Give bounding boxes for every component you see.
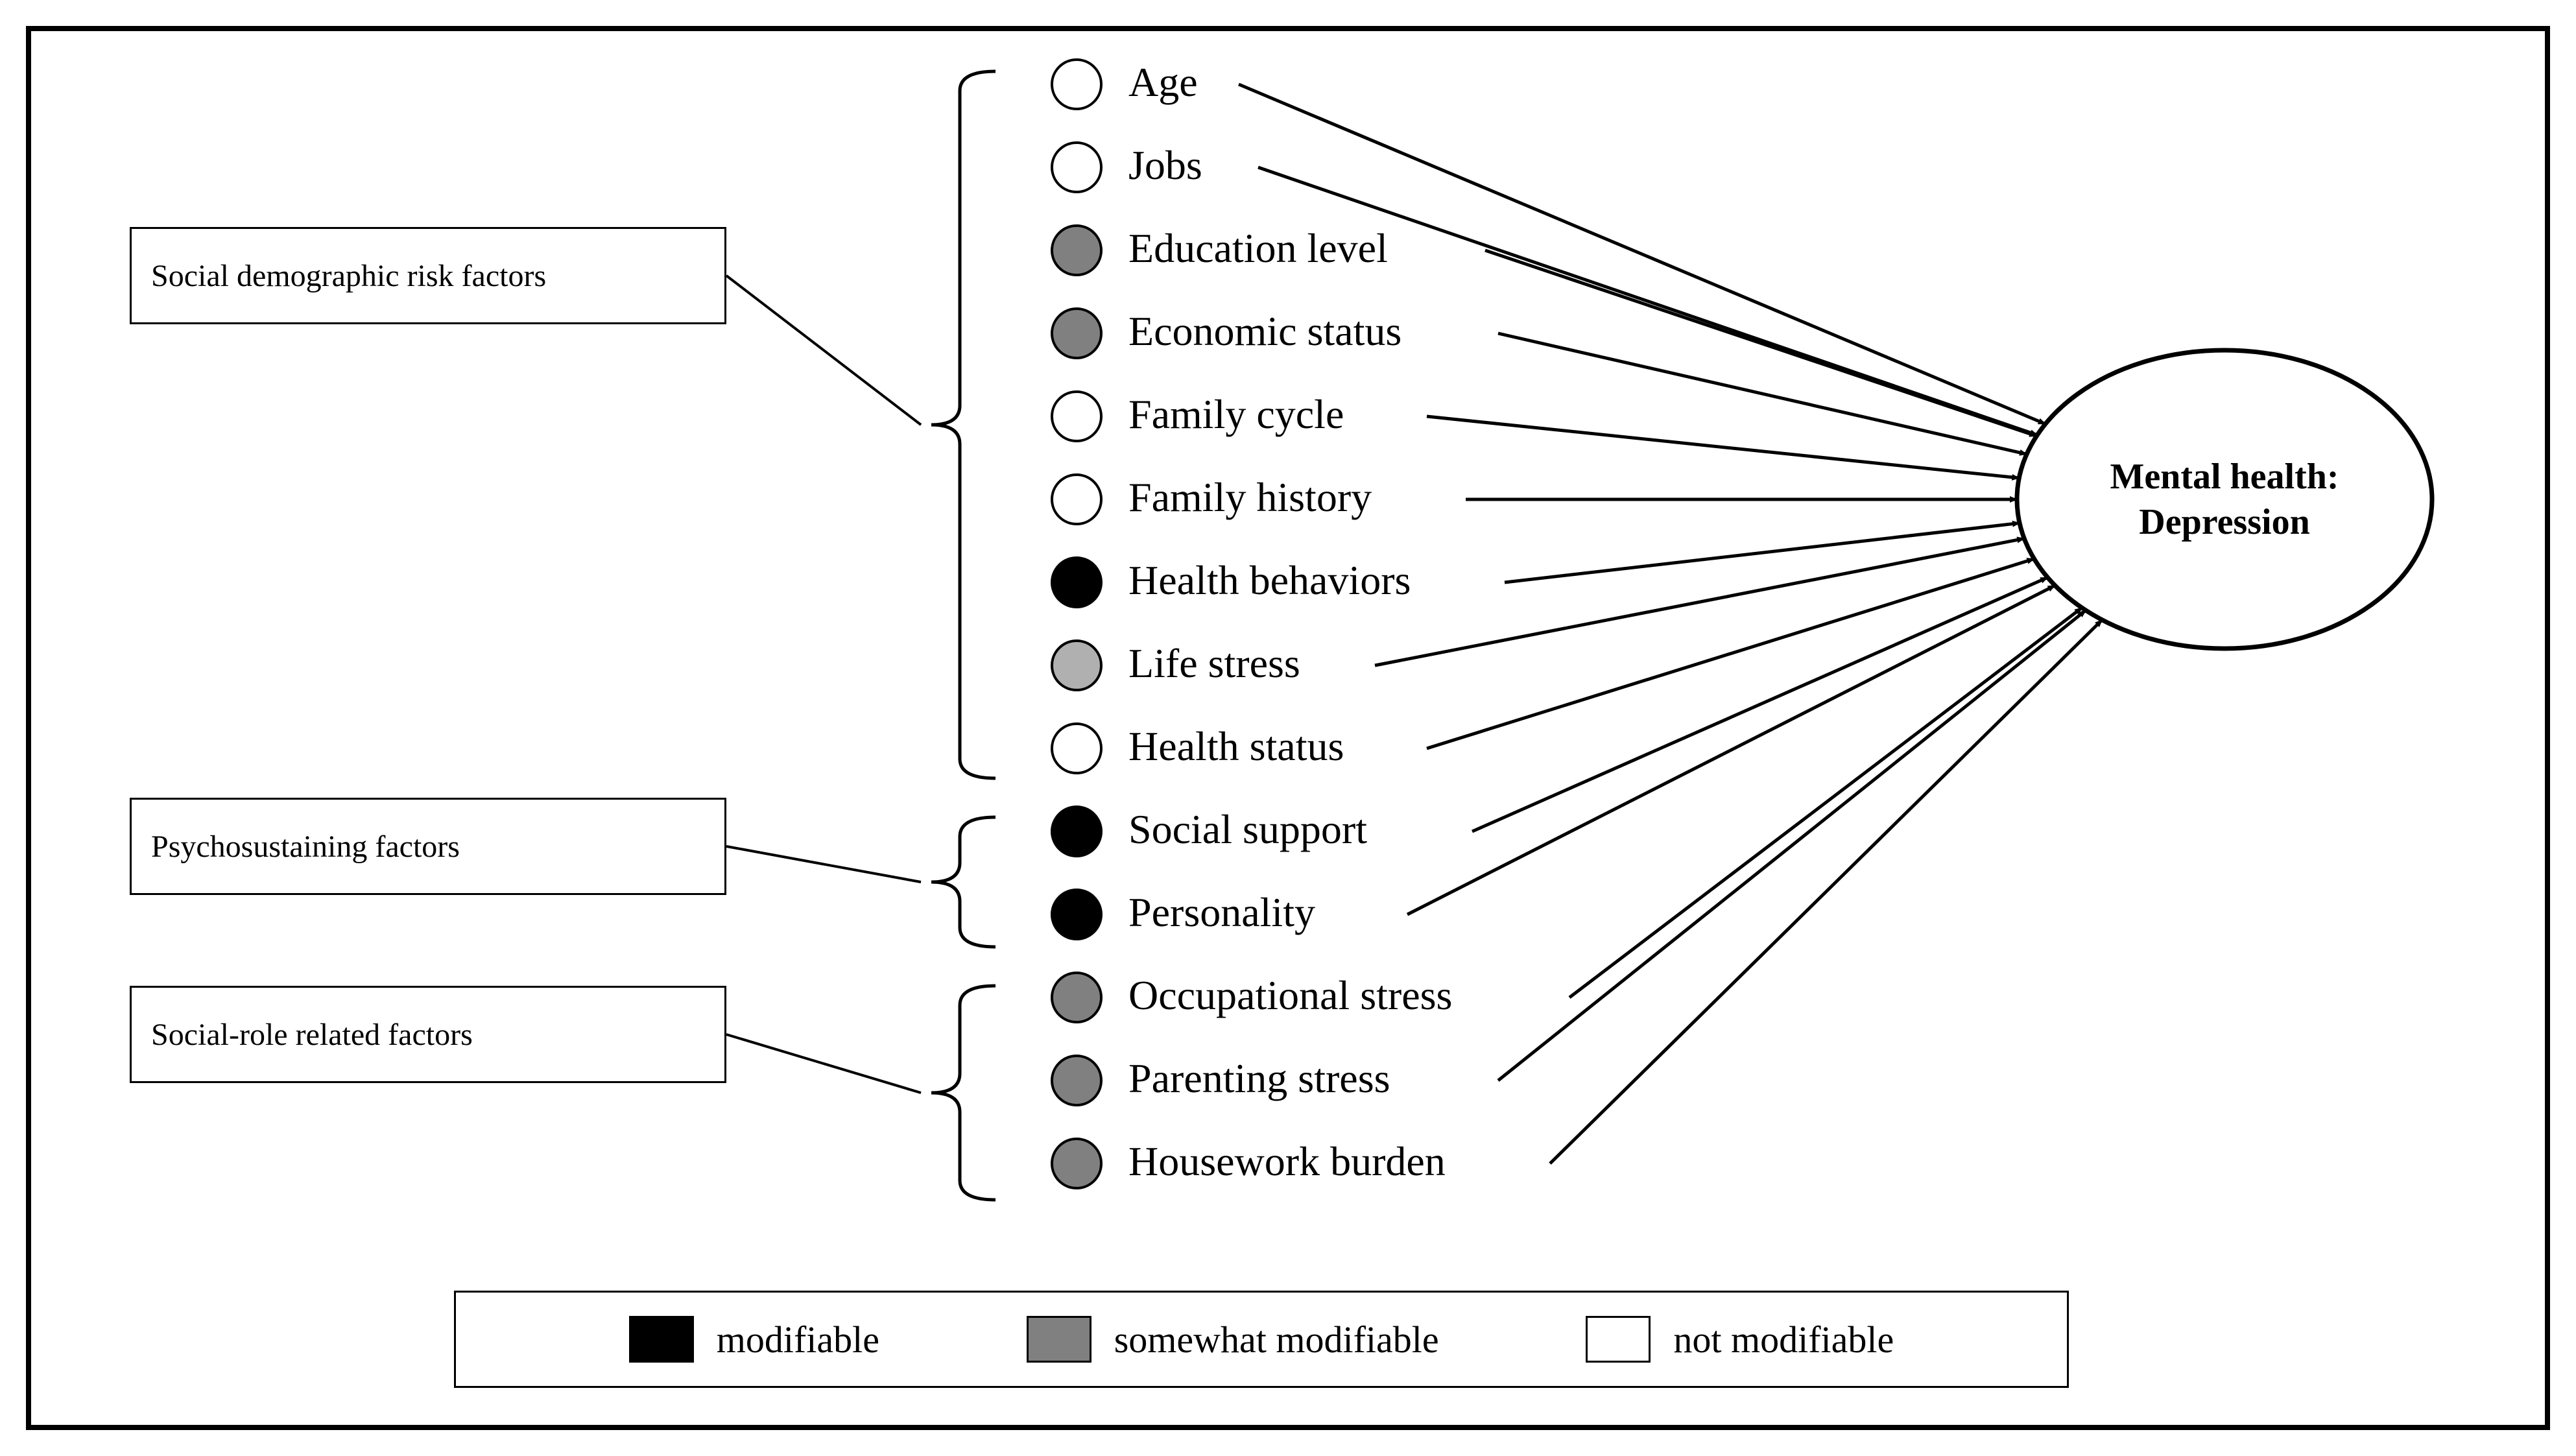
factor-label-personality: Personality xyxy=(1128,889,1315,937)
diagram-stage: Social demographic risk factors Psychosu… xyxy=(0,0,2576,1456)
factor-label-housework: Housework burden xyxy=(1128,1138,1446,1186)
legend-item-not-modifiable: not modifiable xyxy=(1586,1316,1894,1363)
group-box-social-demographic: Social demographic risk factors xyxy=(130,227,726,324)
outcome-line1: Mental health: xyxy=(2110,457,2339,497)
factor-label-education: Education level xyxy=(1128,224,1388,272)
group-box-social-role: Social-role related factors xyxy=(130,986,726,1083)
group-box-psychosustaining: Psychosustaining factors xyxy=(130,798,726,895)
legend-item-somewhat: somewhat modifiable xyxy=(1027,1316,1439,1363)
factor-label-life-stress: Life stress xyxy=(1128,639,1300,687)
group-label-social-demographic: Social demographic risk factors xyxy=(151,258,546,294)
outcome-line2: Depression xyxy=(2139,502,2309,542)
group-label-psychosustaining: Psychosustaining factors xyxy=(151,829,460,865)
factor-label-age: Age xyxy=(1128,58,1198,106)
factor-label-health-behaviors: Health behaviors xyxy=(1128,556,1411,604)
group-label-social-role: Social-role related factors xyxy=(151,1017,473,1053)
legend-text-modifiable: modifiable xyxy=(717,1318,879,1361)
factor-label-family-history: Family history xyxy=(1128,473,1372,521)
factor-label-parenting: Parenting stress xyxy=(1128,1055,1390,1103)
outcome-label: Mental health: Depression xyxy=(2095,454,2354,545)
factor-label-occupational: Occupational stress xyxy=(1128,972,1452,1020)
legend-box: modifiable somewhat modifiable not modif… xyxy=(454,1291,2069,1388)
legend-swatch-somewhat xyxy=(1027,1316,1091,1363)
legend-text-somewhat: somewhat modifiable xyxy=(1114,1318,1439,1361)
factor-label-jobs: Jobs xyxy=(1128,141,1202,189)
legend-swatch-not-modifiable xyxy=(1586,1316,1651,1363)
legend-item-modifiable: modifiable xyxy=(629,1316,879,1363)
legend-text-not-modifiable: not modifiable xyxy=(1673,1318,1894,1361)
factor-label-social-support: Social support xyxy=(1128,806,1367,853)
factor-label-health-status: Health status xyxy=(1128,722,1344,770)
factor-label-family-cycle: Family cycle xyxy=(1128,390,1344,438)
factor-label-economic: Economic status xyxy=(1128,307,1401,355)
legend-swatch-modifiable xyxy=(629,1316,694,1363)
